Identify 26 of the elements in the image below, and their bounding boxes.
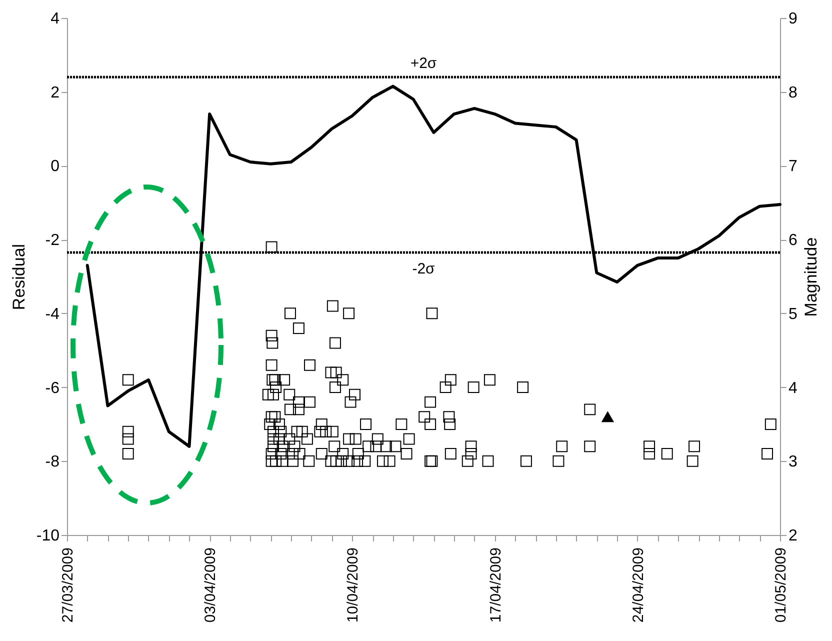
y2-tick-label: 2 (788, 528, 798, 544)
y2-tick-label: 9 (788, 10, 798, 28)
x-tick-label: 10/04/2009 (344, 548, 362, 623)
y-tick-label: -10 (36, 528, 60, 544)
ref-line-label: -2σ (412, 260, 436, 278)
y2-tick-label: 8 (788, 84, 798, 102)
y-tick-label: -6 (45, 380, 60, 397)
y-tick-label: 0 (50, 158, 60, 176)
x-tick-label: 01/05/2009 (772, 548, 790, 623)
y2-tick-label: 4 (788, 380, 798, 397)
y-tick-label: -4 (45, 306, 60, 323)
y2-axis-title: Magnitude (801, 237, 820, 317)
y-tick-label: 2 (50, 84, 60, 102)
y-tick-label: -2 (45, 232, 60, 250)
y2-tick-label: 6 (788, 232, 798, 250)
y-tick-label: 4 (50, 10, 60, 28)
x-tick-label: 03/04/2009 (202, 548, 220, 623)
y-axis-title: Residual (9, 244, 28, 310)
x-tick-label: 27/03/2009 (60, 548, 76, 623)
y2-tick-label: 7 (788, 158, 798, 176)
x-tick-label: 24/04/2009 (630, 548, 647, 623)
ref-line-label: +2σ (410, 55, 438, 72)
y-tick-label: -8 (45, 454, 60, 471)
y2-tick-label: 5 (788, 306, 798, 323)
y2-tick-label: 3 (788, 454, 798, 471)
x-tick-label: 17/04/2009 (487, 548, 504, 623)
